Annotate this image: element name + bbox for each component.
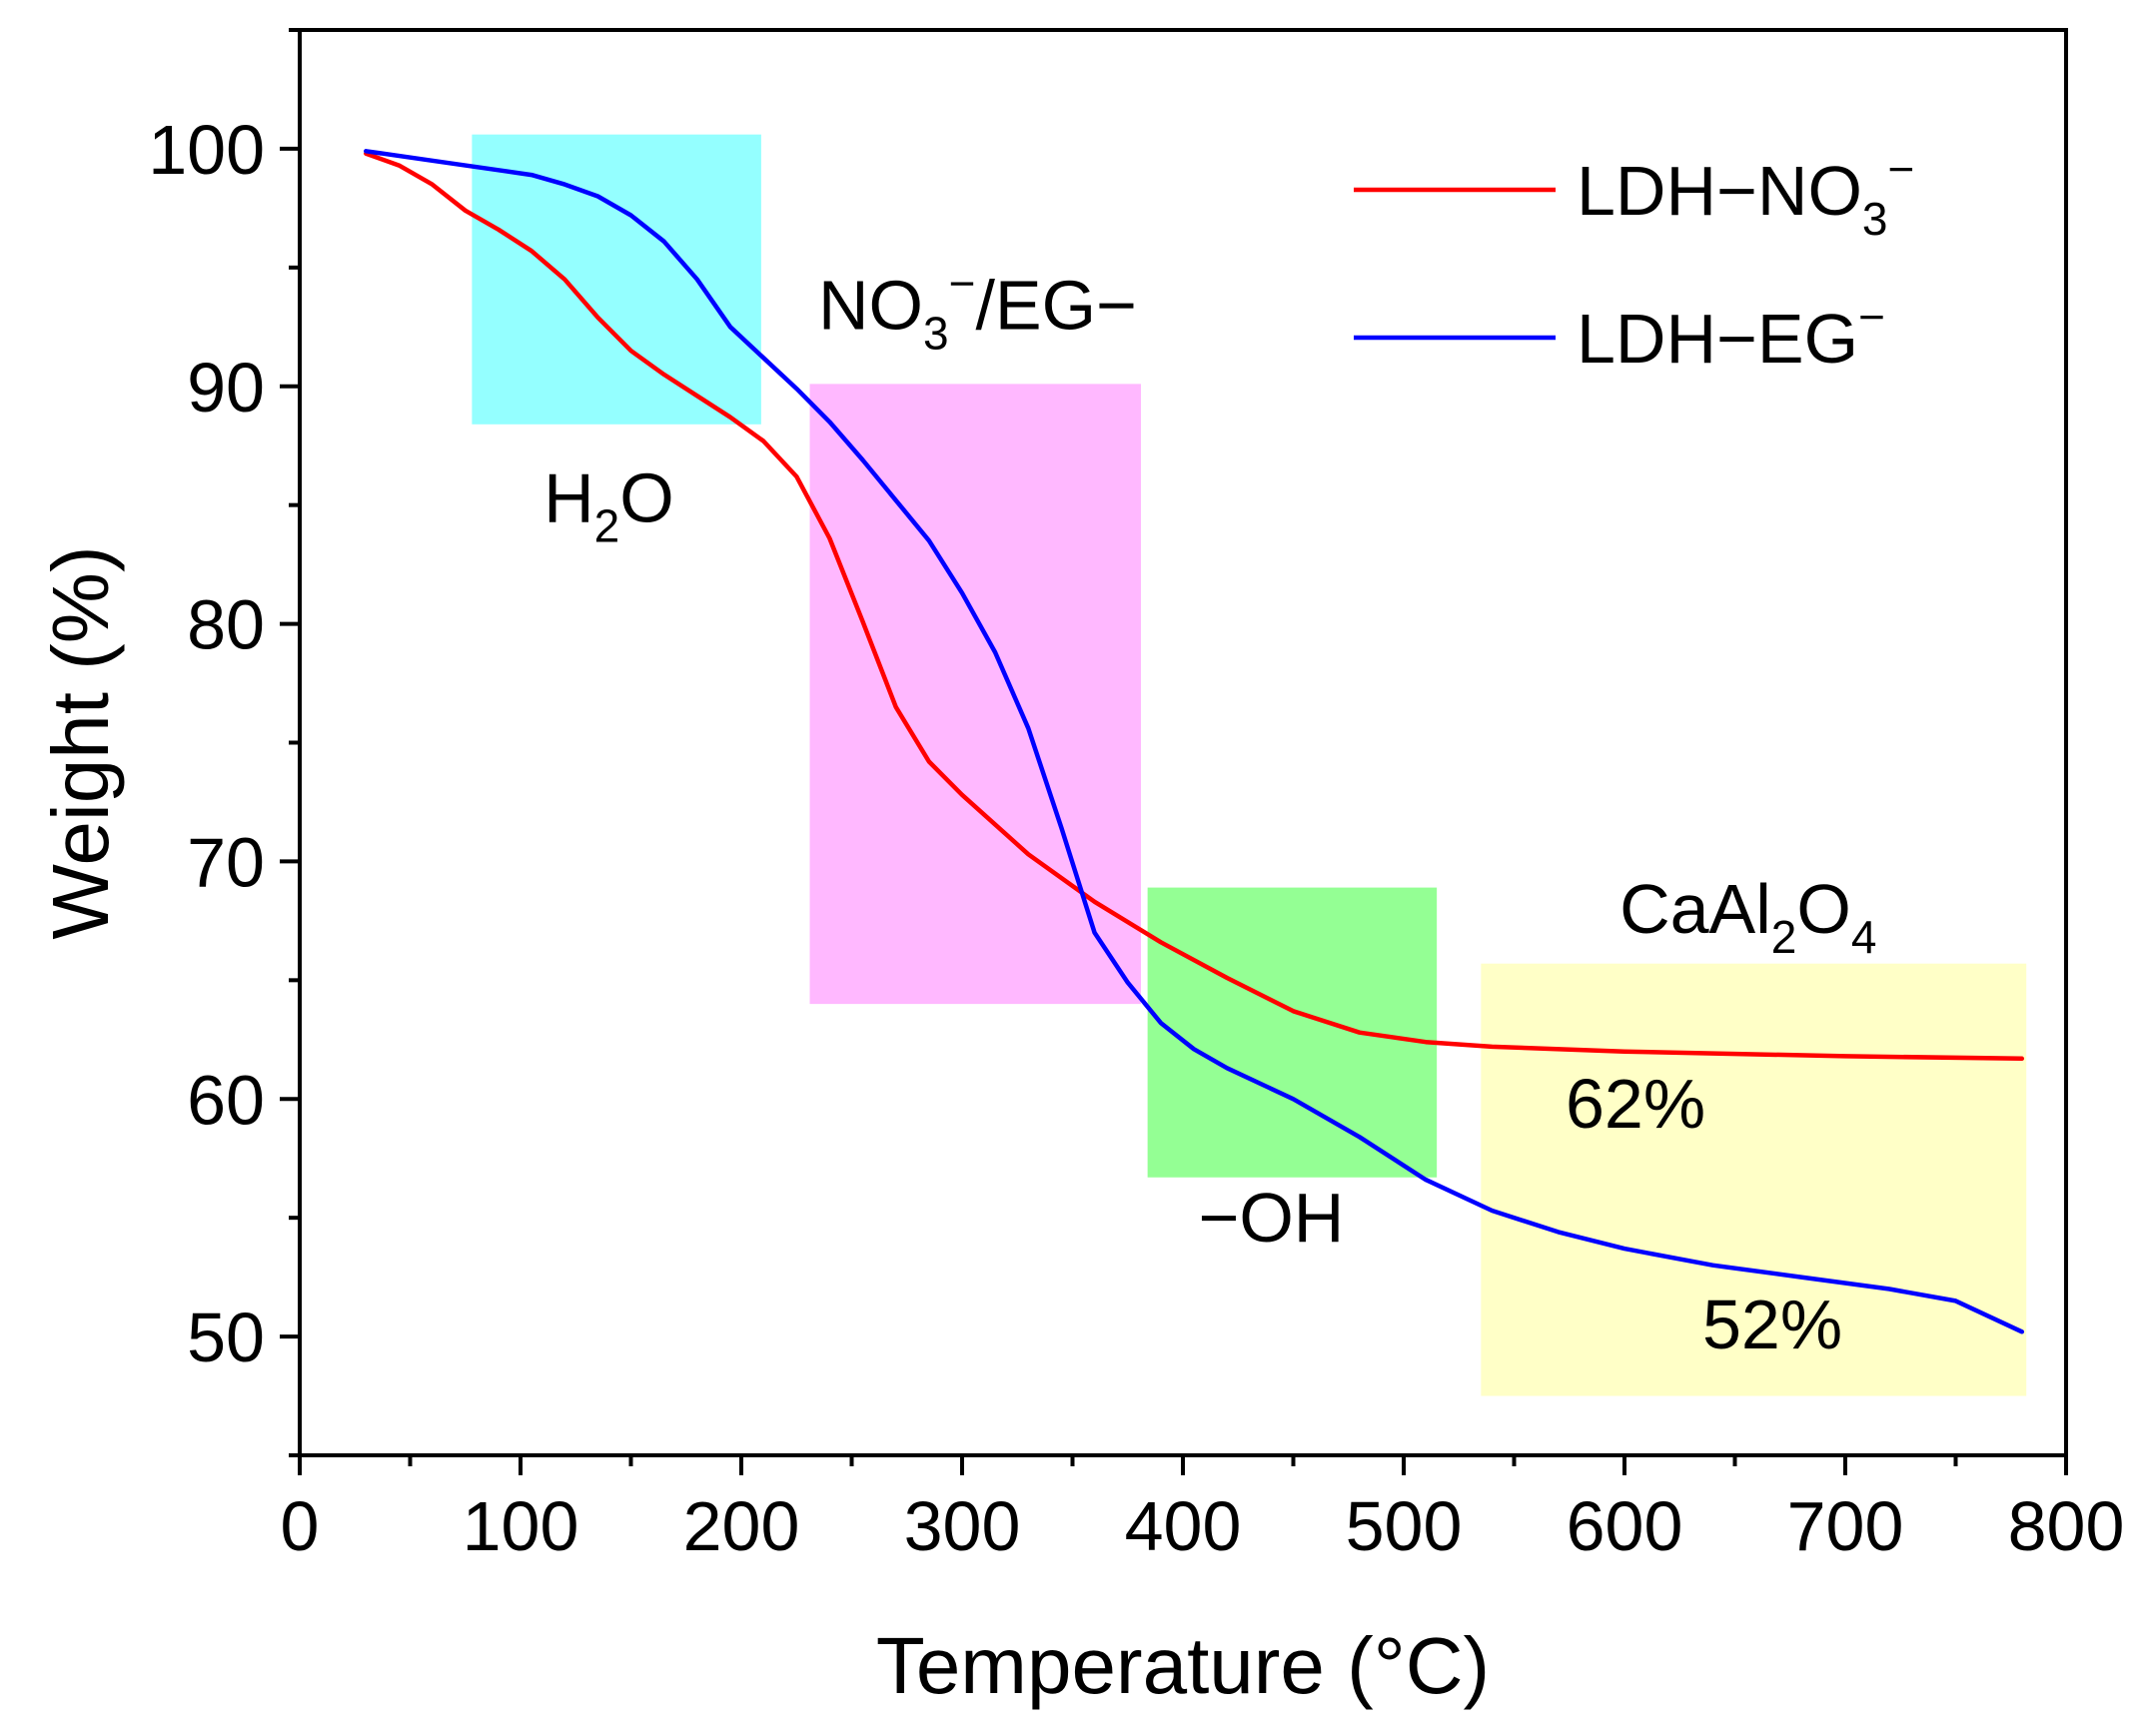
- legend-label-sup: −: [1888, 143, 1915, 195]
- x-tick-label: 800: [2008, 1487, 2125, 1565]
- y-tick-label: 100: [148, 111, 265, 189]
- annotation-main: 62%: [1566, 1065, 1705, 1143]
- legend-label-main: LDH−EG: [1577, 300, 1858, 378]
- annotation-sub: 3: [923, 308, 949, 360]
- annotation-1: NO3−/EG−: [818, 258, 1137, 360]
- legend-label-1: LDH−EG−: [1577, 291, 1885, 378]
- x-tick-label: 0: [281, 1487, 320, 1565]
- annotation-tail: /EG−: [975, 267, 1136, 345]
- annotation-main: CaAl: [1619, 870, 1771, 948]
- annotation-3: CaAl2O4: [1619, 870, 1876, 963]
- legend-label-sub: 3: [1862, 193, 1888, 245]
- annotation-4: 62%: [1566, 1065, 1705, 1143]
- x-tick-label: 400: [1125, 1487, 1242, 1565]
- y-tick-label: 50: [187, 1299, 265, 1376]
- annotation-main: NO: [818, 267, 923, 345]
- y-tick-label: 70: [187, 823, 265, 901]
- series-line-0: [364, 151, 2025, 1062]
- annotation-sub: 4: [1851, 911, 1877, 963]
- annotation-5: 52%: [1702, 1286, 1842, 1363]
- axis-ticks: 0 100 200 300 400 500 600 700 800 50 60 70 80 90 100: [148, 28, 2125, 1565]
- data-series: [364, 149, 2025, 1334]
- x-tick-label: 100: [463, 1487, 579, 1565]
- annotation-tail: O: [1796, 870, 1850, 948]
- y-tick-label: 90: [187, 349, 265, 427]
- temperature-regions: [472, 134, 2027, 1396]
- x-tick-label: 700: [1787, 1487, 1904, 1565]
- x-tick-label: 500: [1346, 1487, 1463, 1565]
- annotation-main: 52%: [1702, 1286, 1842, 1363]
- x-tick-label: 300: [904, 1487, 1021, 1565]
- annotation-main: −OH: [1198, 1179, 1344, 1257]
- x-tick-label: 600: [1567, 1487, 1683, 1565]
- y-axis-title: Weight (%): [36, 545, 125, 939]
- x-axis-title: Temperature (°C): [876, 1621, 1490, 1710]
- annotation-0: H2O: [543, 458, 674, 551]
- region-0: [472, 134, 761, 425]
- region-1: [809, 384, 1142, 1005]
- annotation-2: −OH: [1198, 1179, 1344, 1257]
- annotation-main: H: [543, 458, 594, 536]
- x-tick-label: 200: [683, 1487, 800, 1565]
- y-tick-label: 60: [187, 1061, 265, 1139]
- legend-label-0: LDH−NO3−: [1577, 143, 1914, 245]
- annotation-sup: −: [949, 258, 976, 310]
- annotation-sub: 2: [594, 499, 620, 551]
- series-line-1: [364, 149, 2025, 1334]
- annotation-sub: 2: [1771, 911, 1797, 963]
- annotation-tail: O: [619, 458, 673, 536]
- y-tick-label: 80: [187, 586, 265, 664]
- legend-label-sup: −: [1858, 291, 1885, 343]
- region-2: [1147, 887, 1438, 1178]
- legend-label-main: LDH−NO: [1577, 152, 1862, 230]
- legend: LDH−NO3−LDH−EG−: [1354, 143, 1914, 378]
- region-3: [1481, 963, 2027, 1396]
